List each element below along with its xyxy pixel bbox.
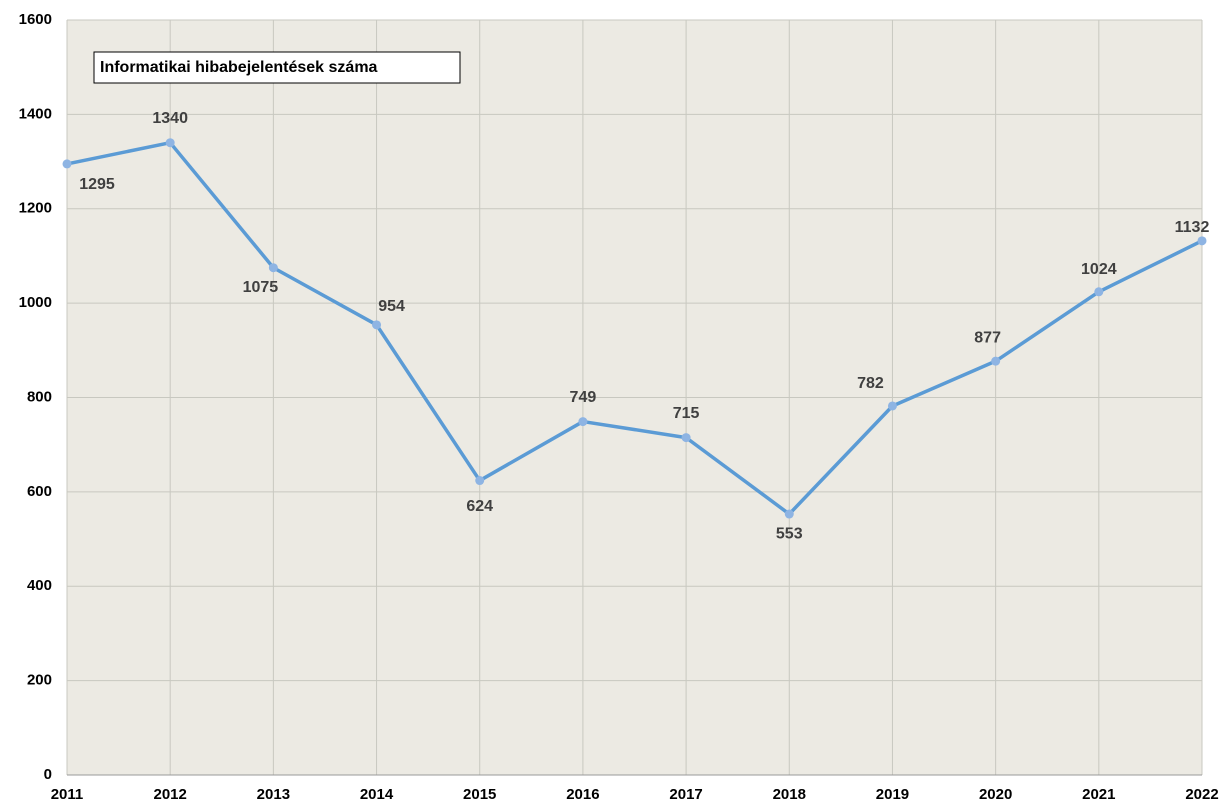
x-tick-label: 2021 — [1082, 786, 1115, 803]
point — [1197, 236, 1207, 246]
data-label: 954 — [378, 298, 405, 315]
point — [784, 509, 794, 519]
line-series — [66, 140, 1203, 516]
title-box — [93, 51, 461, 84]
x-tick-label: 2012 — [153, 786, 186, 803]
y-tick-label: 1600 — [19, 11, 52, 28]
chart-title: Informatikai hibabejelentések száma — [100, 59, 378, 76]
point — [991, 356, 1001, 366]
data-label: 877 — [974, 329, 1001, 346]
data-label: 1024 — [1081, 261, 1117, 278]
x-tick-label: 2020 — [979, 786, 1012, 803]
marks — [62, 138, 1207, 519]
point — [1094, 287, 1104, 297]
x-tick-label: 2011 — [51, 786, 84, 803]
data-label: 749 — [570, 389, 597, 406]
data-label: 782 — [857, 375, 884, 392]
y-tick-label: 400 — [27, 577, 52, 594]
point — [62, 159, 72, 169]
x-tick-label: 2014 — [360, 786, 394, 803]
y-tick-label: 1400 — [19, 105, 52, 122]
data-label: 1132 — [1175, 219, 1210, 236]
y-tick-label: 800 — [27, 388, 52, 405]
data-label: 715 — [673, 405, 700, 422]
data-label: 553 — [776, 525, 803, 542]
data-label: 624 — [466, 498, 493, 515]
data-label: 1295 — [79, 176, 115, 193]
point — [268, 263, 278, 273]
x-tick-label: 2017 — [669, 786, 702, 803]
grid — [66, 19, 1203, 776]
point — [475, 476, 485, 486]
y-tick-label: 200 — [27, 672, 52, 689]
point — [887, 401, 897, 411]
x-tick-label: 2019 — [876, 786, 909, 803]
y-tick-label: 1200 — [19, 200, 52, 217]
point — [372, 320, 382, 330]
y-tick-label: 1000 — [19, 294, 52, 311]
y-tick-label: 0 — [44, 766, 52, 783]
x-tick-label: 2015 — [463, 786, 496, 803]
point — [681, 433, 691, 443]
x-tick-label: 2016 — [566, 786, 599, 803]
point — [165, 138, 175, 148]
x-tick-label: 2022 — [1185, 786, 1218, 803]
data-label: 1340 — [152, 110, 188, 127]
x-tick-label: 2013 — [257, 786, 290, 803]
x-tick-label: 2018 — [773, 786, 806, 803]
data-label: 1075 — [243, 279, 279, 296]
point — [578, 417, 588, 427]
y-tick-label: 600 — [27, 483, 52, 500]
